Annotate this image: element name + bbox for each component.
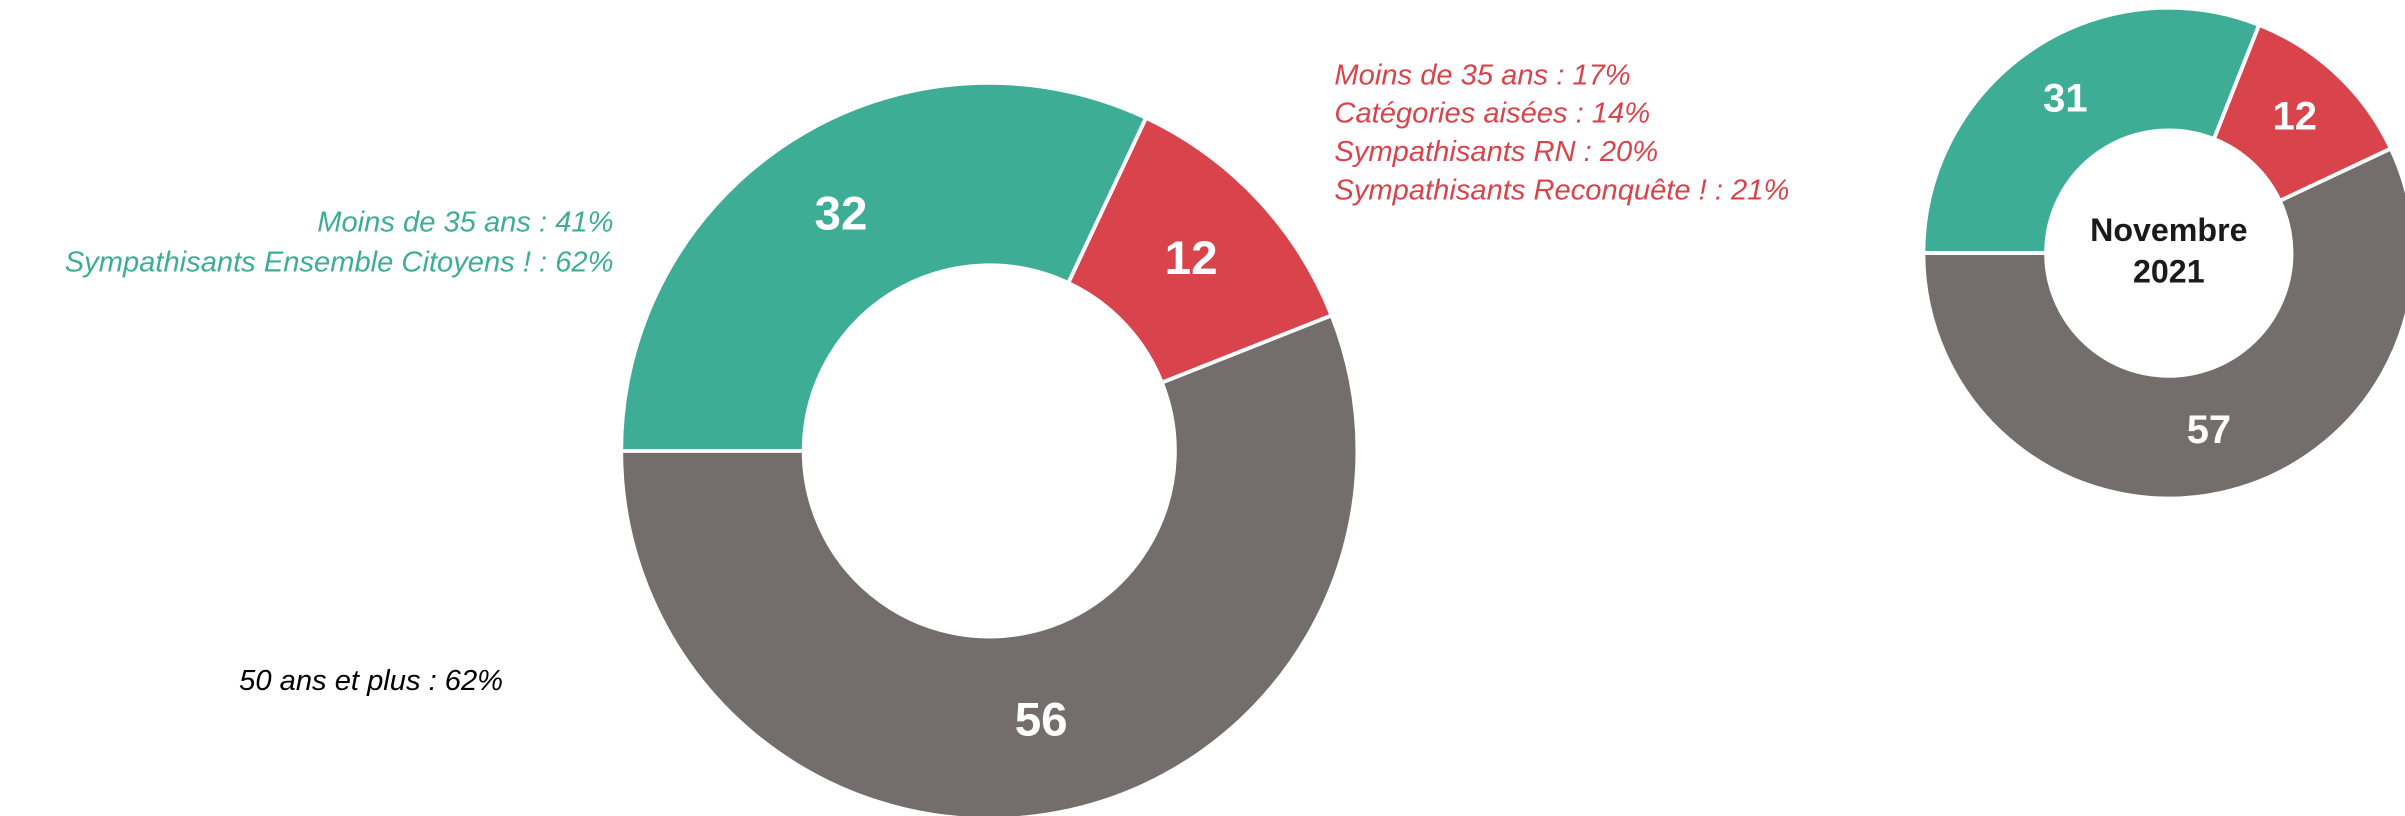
value-label: 31	[2043, 76, 2087, 120]
donut-slice	[1921, 5, 2262, 256]
annotation: Catégories aisées : 14%	[1334, 98, 1650, 130]
value-label: 12	[2273, 94, 2317, 138]
donut-slice	[1065, 115, 1335, 386]
donut-slice	[619, 80, 1149, 453]
annotation: 50 ans et plus : 62%	[239, 665, 503, 697]
annotation: Moins de 35 ans : 41%	[317, 207, 613, 239]
donut-slice	[1921, 146, 2405, 501]
annotation: Sympathisants RN : 20%	[1334, 136, 1658, 168]
center-label: Novembre	[2090, 212, 2247, 248]
annotation: Moins de 35 ans : 17%	[1334, 59, 1630, 91]
center-label: 2021	[2133, 253, 2205, 289]
value-label: 57	[2187, 408, 2231, 452]
annotation: Sympathisants Reconquête ! : 21%	[1334, 174, 1789, 206]
donut-slice	[619, 312, 1360, 816]
value-label: 56	[1015, 693, 1068, 746]
value-label: 32	[815, 188, 868, 241]
annotation: Sympathisants Ensemble Citoyens ! : 62%	[65, 247, 614, 279]
value-label: 12	[1165, 232, 1218, 285]
